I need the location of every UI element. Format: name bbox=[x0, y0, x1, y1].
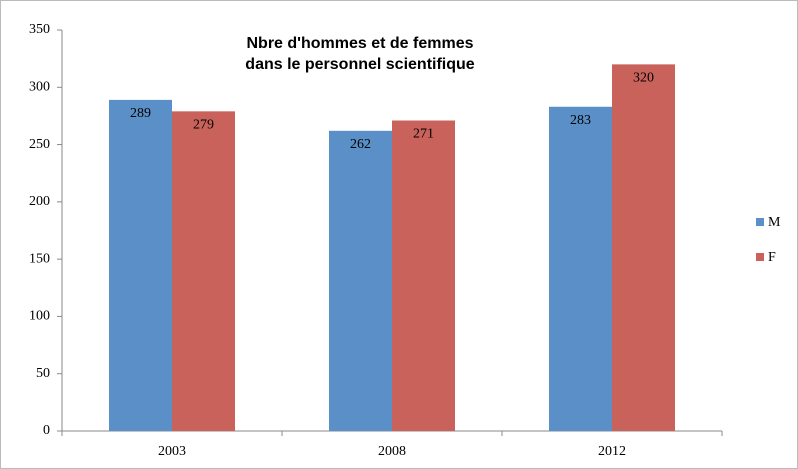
legend-swatch bbox=[756, 218, 764, 226]
y-tick-label: 50 bbox=[36, 366, 50, 381]
x-tick-label: 2003 bbox=[158, 444, 186, 459]
legend-label: M bbox=[768, 215, 781, 230]
legend-swatch bbox=[756, 253, 764, 261]
y-tick-label: 200 bbox=[29, 194, 50, 209]
y-tick-label: 100 bbox=[29, 309, 50, 324]
bar bbox=[549, 106, 612, 432]
chart-title: Nbre d'hommes et de femmes bbox=[247, 35, 474, 52]
y-tick-label: 150 bbox=[29, 251, 50, 266]
data-label: 279 bbox=[193, 118, 214, 133]
data-label: 271 bbox=[413, 127, 434, 142]
data-label: 320 bbox=[633, 71, 654, 86]
y-tick-label: 0 bbox=[43, 423, 50, 438]
y-tick-label: 250 bbox=[29, 137, 50, 152]
bar bbox=[109, 99, 172, 431]
bar bbox=[612, 64, 675, 431]
data-label: 262 bbox=[350, 137, 371, 152]
y-tick-label: 300 bbox=[29, 80, 50, 95]
x-tick-label: 2012 bbox=[598, 444, 626, 459]
x-tick-label: 2008 bbox=[378, 444, 406, 459]
y-tick-label: 350 bbox=[29, 22, 50, 37]
bar bbox=[329, 130, 392, 431]
legend-label: F bbox=[768, 250, 776, 265]
data-label: 289 bbox=[130, 106, 151, 121]
bar bbox=[392, 120, 455, 432]
data-label: 283 bbox=[570, 113, 591, 128]
chart-title: dans le personnel scientifique bbox=[245, 56, 474, 73]
bar bbox=[172, 111, 235, 432]
